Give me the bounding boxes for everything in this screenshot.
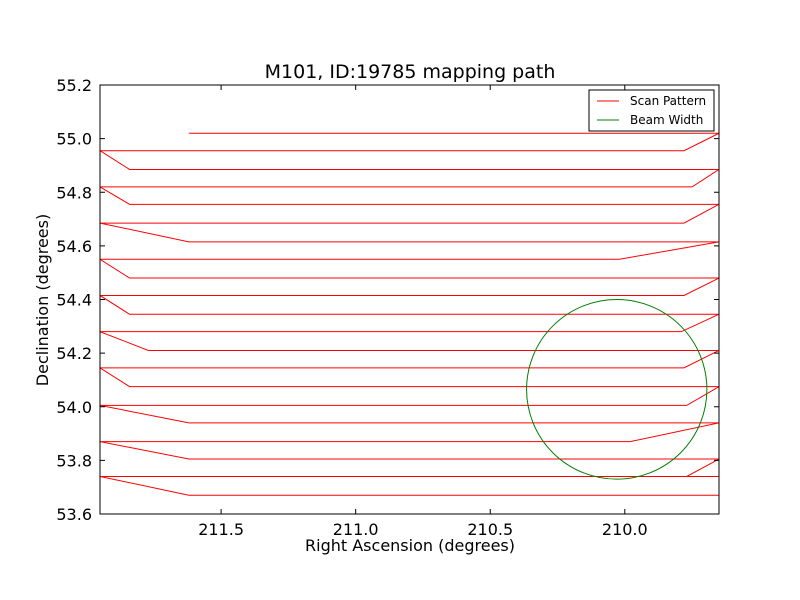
x-tick-label: 210.0: [602, 520, 648, 539]
series-scan-pattern: [100, 132, 719, 496]
y-tick-label: 53.8: [56, 451, 92, 470]
y-tick-label: 54.6: [56, 237, 92, 256]
y-tick-label: 54.8: [56, 183, 92, 202]
legend: Scan Pattern Beam Width: [588, 89, 715, 132]
legend-label-beam-width: Beam Width: [630, 113, 703, 127]
y-axis-ticks: 53.6 53.8 54.0 54.2 54.4 54.6 54.8 55.0 55.2: [56, 76, 719, 524]
x-axis-ticks: 211.5 211.0 210.5 210.0: [198, 85, 648, 539]
y-tick-label: 54.2: [56, 344, 92, 363]
x-tick-label: 211.0: [333, 520, 379, 539]
x-tick-label: 210.5: [467, 520, 513, 539]
y-axis-label: Declination (degrees): [33, 214, 52, 386]
y-tick-label: 53.6: [56, 505, 92, 524]
y-tick-label: 55.0: [56, 130, 92, 149]
plot-area: 211.5 211.0 210.5 210.0 53.6 53.8 54.0 54.2 54.…: [56, 76, 720, 539]
legend-label-scan-pattern: Scan Pattern: [630, 94, 706, 108]
x-axis-label: Right Ascension (degrees): [305, 536, 515, 555]
x-tick-label: 211.5: [198, 520, 244, 539]
series-layer: [100, 132, 719, 496]
y-tick-label: 55.2: [56, 76, 92, 95]
y-tick-label: 54.4: [56, 291, 92, 310]
y-tick-label: 54.0: [56, 398, 92, 417]
series-beam-width: [526, 299, 708, 480]
legend-box: [588, 89, 715, 132]
chart-title: M101, ID:19785 mapping path: [265, 61, 556, 83]
